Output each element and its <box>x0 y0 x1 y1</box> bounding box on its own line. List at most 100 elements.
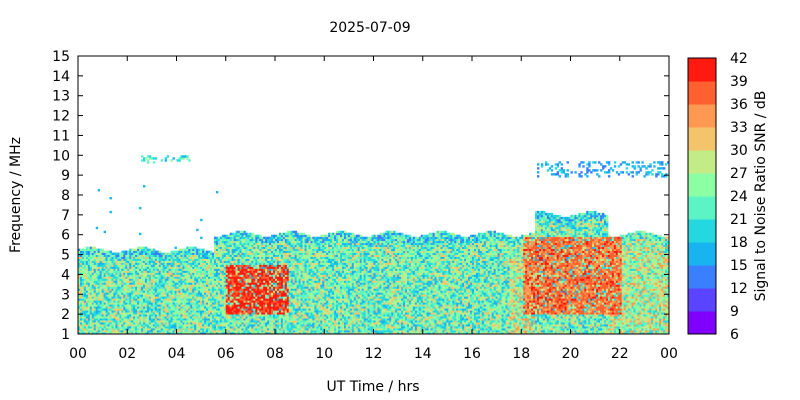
heatmap-cell <box>188 286 191 289</box>
heatmap-cell <box>141 300 144 303</box>
heatmap-cell <box>221 320 225 323</box>
heatmap-cell <box>233 238 236 242</box>
heatmap-cell <box>245 238 248 242</box>
heatmap-cell <box>241 282 244 285</box>
heatmap-cell <box>184 332 187 335</box>
heatmap-cell <box>223 282 227 285</box>
heatmap-cell <box>208 250 211 253</box>
heatmap-cell <box>192 282 195 285</box>
heatmap-cell <box>172 332 175 335</box>
heatmap-cell <box>273 324 276 327</box>
heatmap-cell <box>160 300 164 303</box>
heatmap-cell <box>97 189 101 192</box>
heatmap-cell <box>127 254 130 257</box>
heatmap-cell <box>239 254 242 257</box>
heatmap-cell <box>282 250 286 253</box>
heatmap-cell <box>278 238 282 242</box>
heatmap-cell <box>211 252 215 255</box>
heatmap-cell <box>85 298 89 301</box>
heatmap-cell <box>231 240 235 244</box>
heatmap-cell <box>223 262 227 265</box>
heatmap-cell <box>290 302 294 305</box>
heatmap-cell <box>113 314 116 317</box>
heatmap-cell <box>237 308 240 311</box>
heatmap-cell <box>137 326 140 329</box>
heatmap-cell <box>275 274 278 277</box>
heatmap-cell <box>211 310 215 313</box>
heatmap-cell <box>121 324 124 327</box>
heatmap-cell <box>286 280 290 283</box>
heatmap-cell <box>200 292 203 295</box>
heatmap-cell <box>127 318 130 321</box>
heatmap-cell <box>109 286 112 289</box>
heatmap-cell <box>288 274 292 277</box>
heatmap-cell <box>125 258 128 261</box>
heatmap-cell <box>213 294 217 297</box>
heatmap-cell <box>174 284 177 287</box>
heatmap-cell <box>113 276 116 279</box>
heatmap-cell <box>225 270 229 273</box>
heatmap-cell <box>129 310 132 313</box>
heatmap-cell <box>95 252 99 255</box>
heatmap-cell <box>202 264 205 267</box>
heatmap-cell <box>202 262 205 265</box>
heatmap-cell <box>143 276 146 279</box>
heatmap-cell <box>113 272 116 275</box>
heatmap-cell <box>202 300 205 303</box>
heatmap-cell <box>129 302 132 305</box>
heatmap-cell <box>107 270 110 273</box>
heatmap-cell <box>204 308 207 311</box>
heatmap-cell <box>198 258 201 261</box>
heatmap-cell <box>101 324 105 327</box>
heatmap-cell <box>156 254 160 257</box>
heatmap-cell <box>239 306 242 309</box>
heatmap-cell <box>168 302 171 305</box>
heatmap-cell <box>87 278 91 281</box>
heatmap-cell <box>101 290 105 293</box>
heatmap-cell <box>257 302 260 305</box>
heatmap-cell <box>194 298 197 301</box>
heatmap-cell <box>91 278 95 281</box>
heatmap-cell <box>271 300 274 303</box>
heatmap-cell <box>81 316 85 319</box>
heatmap-cell <box>235 300 238 303</box>
heatmap-cell <box>209 288 213 291</box>
heatmap-cell <box>261 328 264 331</box>
heatmap-cell <box>227 288 231 291</box>
heatmap-cell <box>87 284 91 287</box>
heatmap-cell <box>231 252 235 255</box>
heatmap-cell <box>152 264 156 267</box>
heatmap-cell <box>276 278 280 281</box>
heatmap-cell <box>190 252 193 255</box>
heatmap-cell <box>87 326 91 329</box>
heatmap-cell <box>164 328 168 331</box>
heatmap-cell <box>278 284 282 287</box>
heatmap-cell <box>257 308 260 311</box>
heatmap-cell <box>99 270 103 273</box>
heatmap-cell <box>273 310 276 313</box>
heatmap-cell <box>217 326 221 329</box>
heatmap-cell <box>253 240 256 244</box>
heatmap-cell <box>239 252 242 255</box>
heatmap-cell <box>97 308 101 311</box>
heatmap-cell <box>180 276 183 279</box>
heatmap-cell <box>144 302 148 305</box>
heatmap-cell <box>206 302 209 305</box>
heatmap-cell <box>78 284 81 287</box>
heatmap-cell <box>160 276 164 279</box>
heatmap-cell <box>249 312 252 315</box>
heatmap-cell <box>278 310 282 313</box>
heatmap-cell <box>271 294 274 297</box>
heatmap-cell <box>137 318 140 321</box>
heatmap-cell <box>255 278 258 281</box>
heatmap-cell <box>282 236 286 240</box>
heatmap-cell <box>249 244 252 248</box>
heatmap-cell <box>101 314 105 317</box>
heatmap-cell <box>225 266 229 269</box>
heatmap-cell <box>239 272 242 275</box>
heatmap-cell <box>162 264 166 267</box>
heatmap-cell <box>259 278 262 281</box>
heatmap-cell <box>265 314 268 317</box>
heatmap-cell <box>204 318 207 321</box>
heatmap-cell <box>119 254 122 257</box>
